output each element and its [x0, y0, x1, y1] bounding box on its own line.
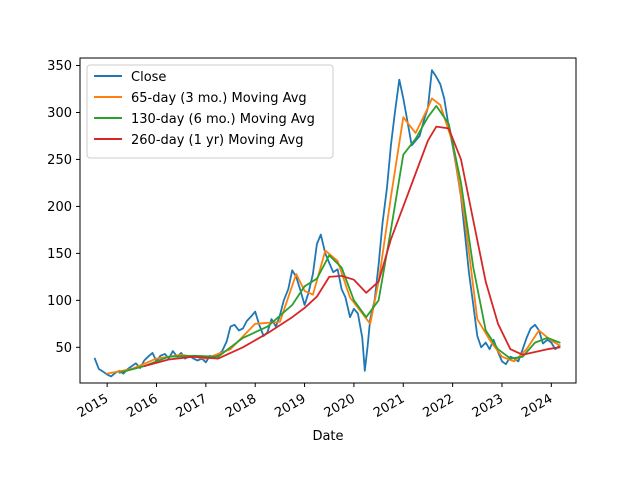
legend: Close 65-day (3 mo.) Moving Avg 130-day (6…	[86, 64, 334, 159]
series-line-3	[143, 125, 561, 367]
series-line-2	[118, 105, 561, 374]
y-axis: 50 100 150 200 250 300 350	[47, 59, 80, 356]
legend-label: 65-day (3 mo.) Moving Avg	[131, 91, 307, 106]
legend-label: Close	[131, 70, 166, 85]
legend-box	[86, 64, 334, 159]
series-layer	[93, 69, 561, 378]
y-tick-label: 200	[47, 200, 72, 215]
legend-label: 130-day (6 mo.) Moving Avg	[131, 112, 315, 127]
y-tick-label: 50	[55, 341, 72, 356]
plot-frame	[79, 57, 577, 384]
y-tick-label: 300	[47, 106, 72, 121]
legend-label: 260-day (1 yr) Moving Avg	[131, 133, 303, 148]
y-tick-label: 250	[47, 153, 72, 168]
y-tick-label: 350	[47, 59, 72, 74]
series-line-0	[93, 69, 561, 378]
y-tick-label: 150	[47, 247, 72, 262]
y-tick-label: 100	[47, 294, 72, 309]
x-axis-title: Date	[312, 429, 343, 444]
